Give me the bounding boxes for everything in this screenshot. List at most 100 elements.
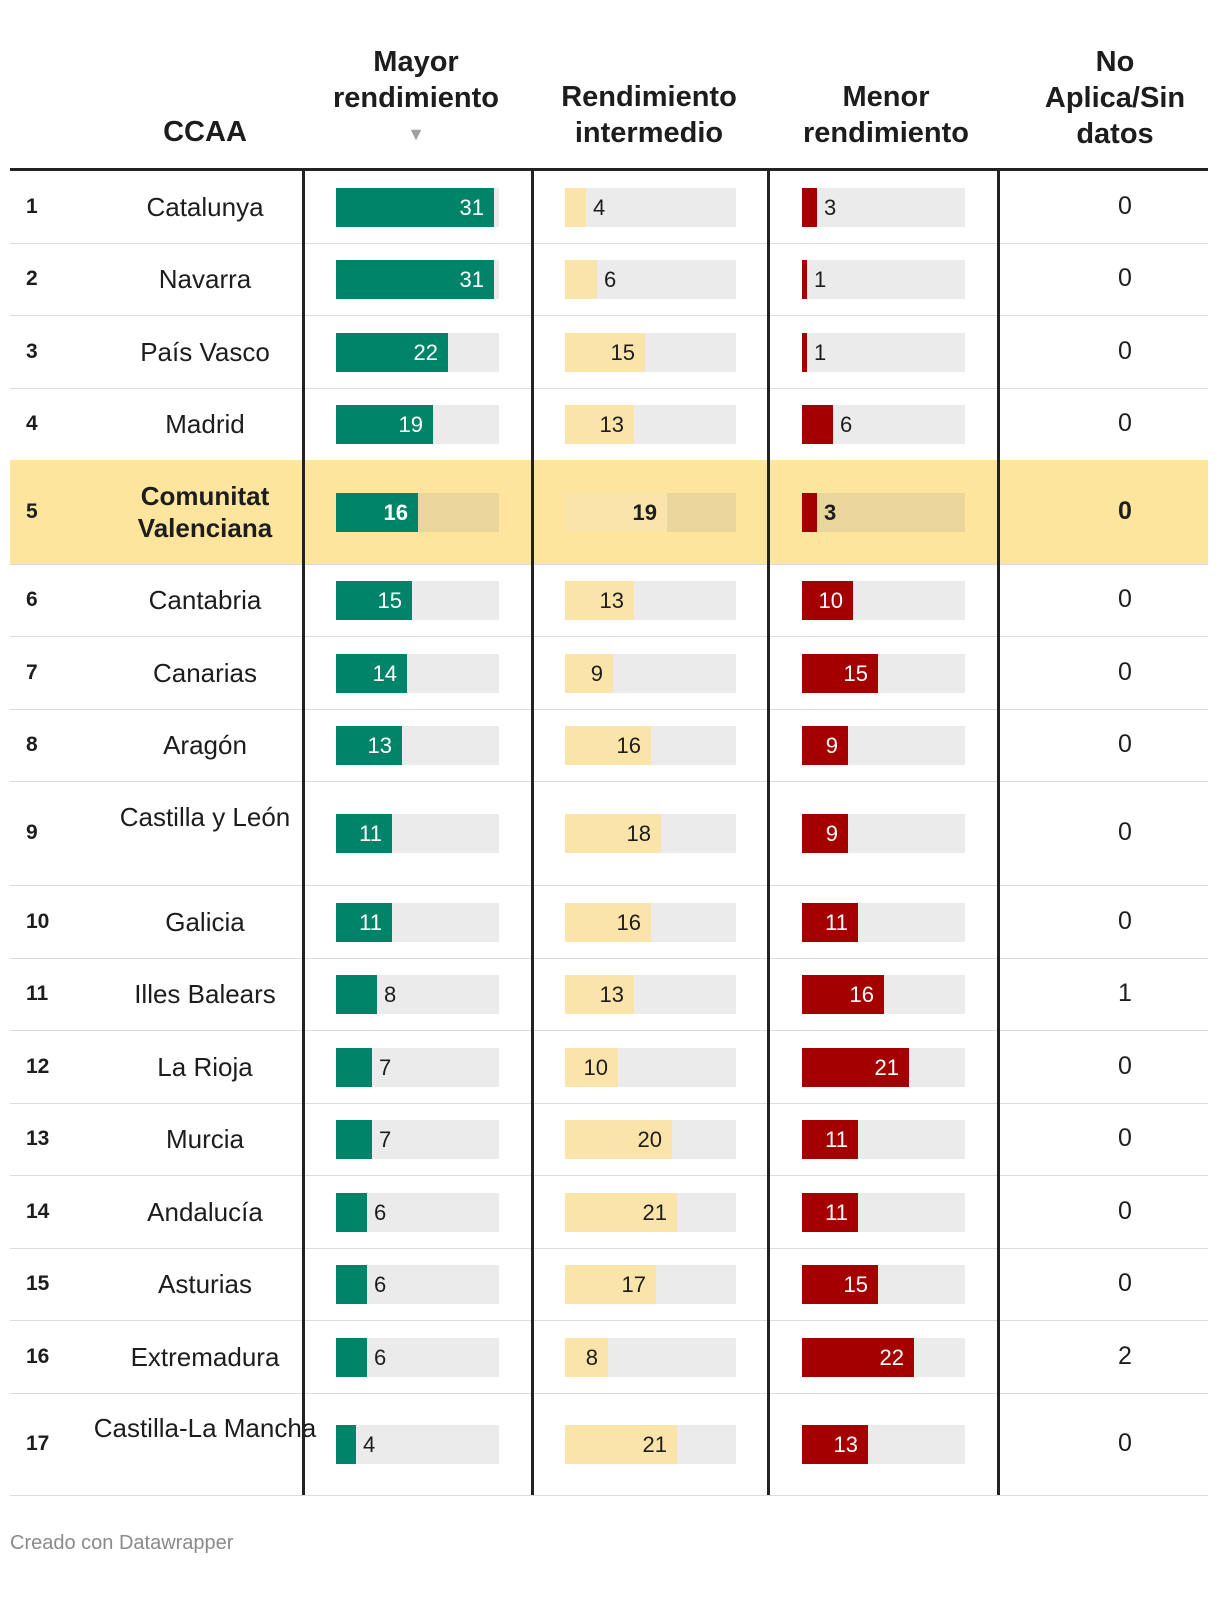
row-rank: 17	[26, 1432, 50, 1455]
mayor-value-label: 31	[459, 267, 484, 292]
row-ccaa-name: Aragón	[163, 730, 247, 760]
mayor-bar	[336, 1265, 367, 1304]
intermedio-bar-track: 13	[565, 581, 736, 620]
intermedio-bar	[565, 814, 661, 853]
menor-bar-track: 15	[802, 653, 965, 693]
header-nodata[interactable]: No Aplica/Sin datos	[1015, 44, 1215, 152]
mayor-bar-track: 11	[336, 902, 499, 942]
table-row[interactable]: 7 Canarias 14 9 15 0	[10, 636, 1208, 710]
table-row[interactable]: 8 Aragón 13 16 9 0	[10, 709, 1208, 782]
column-divider-1	[302, 168, 305, 1495]
row-rank: 2	[26, 267, 38, 290]
menor-bar-track: 6	[802, 405, 965, 444]
intermedio-bar	[565, 581, 634, 620]
table-row[interactable]: 16 Extremadura 6 8 22 2	[10, 1320, 1208, 1394]
menor-bar	[802, 1192, 858, 1232]
header-nodata-line1: No	[1095, 46, 1135, 78]
mayor-bar	[336, 1047, 372, 1087]
table-row[interactable]: 15 Asturias 6 17 15 0	[10, 1248, 1208, 1321]
menor-bar-track: 9	[802, 726, 965, 765]
menor-bar	[802, 975, 884, 1014]
menor-bar	[802, 726, 848, 765]
row-rank: 16	[26, 1344, 50, 1368]
menor-value-label: 10	[818, 588, 843, 613]
table-row[interactable]: 4 Madrid 19 13 6 0	[10, 388, 1208, 461]
mayor-bar	[336, 726, 402, 765]
header-mayor[interactable]: Mayor rendimiento ▼	[310, 44, 522, 152]
row-rank: 4	[26, 412, 38, 435]
intermedio-value-label: 21	[642, 1432, 667, 1457]
header-intermedio[interactable]: Rendimiento intermedio	[535, 79, 763, 151]
row-nodata-value: 0	[1118, 1196, 1132, 1225]
intermedio-bar-track: 16	[565, 902, 736, 942]
intermedio-value-label: 15	[610, 339, 635, 365]
table-row[interactable]: 13 Murcia 7 20 11 0	[10, 1103, 1208, 1176]
table-row[interactable]: 3 País Vasco 22 15 1 0	[10, 315, 1208, 389]
row-nodata-value: 0	[1118, 336, 1132, 365]
mayor-bar-track: 16	[336, 493, 499, 532]
table-row[interactable]: 17 Castilla-La Mancha 4 21 13 0	[10, 1393, 1208, 1496]
row-nodata-value: 0	[1118, 497, 1132, 525]
mayor-bar-track: 31	[336, 260, 499, 299]
menor-bar-track: 11	[802, 1120, 965, 1159]
intermedio-bar	[565, 902, 651, 942]
table-row[interactable]: 6 Cantabria 15 13 10 0	[10, 564, 1208, 637]
mayor-bar-track: 6	[336, 1265, 499, 1304]
header-menor[interactable]: Menor rendimiento	[775, 79, 997, 151]
row-rank: 14	[26, 1199, 50, 1223]
row-ccaa-name: Illes Balears	[134, 979, 276, 1009]
row-nodata-value: 0	[1118, 264, 1132, 292]
intermedio-value-label: 4	[593, 195, 606, 220]
mayor-value-label: 8	[384, 982, 397, 1007]
mayor-value-label: 16	[383, 500, 408, 525]
menor-bar	[802, 1337, 914, 1377]
sort-arrow-icon[interactable]: ▼	[407, 124, 425, 144]
mayor-bar	[336, 1425, 356, 1464]
table-row[interactable]: 11 Illes Balears 8 13 16 1	[10, 958, 1208, 1031]
mayor-bar	[336, 814, 392, 853]
menor-bar	[802, 1120, 858, 1159]
header-intermedio-line1: Rendimiento	[561, 81, 737, 113]
menor-value-label: 21	[874, 1054, 899, 1080]
mayor-bar-track: 7	[336, 1047, 499, 1087]
row-ccaa-name: Navarra	[158, 264, 252, 294]
table-row[interactable]: 2 Navarra 31 6 1 0	[10, 243, 1208, 316]
row-rank: 15	[26, 1272, 50, 1295]
mayor-value-label: 15	[377, 588, 402, 613]
row-nodata-value: 0	[1118, 730, 1132, 758]
mayor-value-label: 14	[372, 660, 397, 686]
intermedio-bar	[565, 188, 586, 227]
mayor-bar-track: 6	[336, 1192, 499, 1232]
menor-value-label: 16	[849, 982, 874, 1007]
table-row[interactable]: 5 Comunitat Valenciana 16 19 3 0	[10, 460, 1208, 565]
row-rank: 11	[26, 982, 49, 1005]
intermedio-bar	[565, 1192, 677, 1232]
intermedio-value-label: 16	[616, 909, 641, 935]
table-row[interactable]: 12 La Rioja 7 10 21 0	[10, 1030, 1208, 1104]
menor-bar-track: 10	[802, 581, 965, 620]
mayor-bar-track: 11	[336, 814, 499, 853]
intermedio-bar-track: 21	[565, 1192, 736, 1232]
intermedio-value-label: 13	[599, 982, 624, 1007]
row-nodata-value: 0	[1118, 409, 1132, 437]
menor-bar	[802, 493, 817, 532]
header-ccaa[interactable]: CCAA	[80, 114, 330, 150]
menor-bar-track: 1	[802, 332, 965, 372]
table-row[interactable]: 14 Andalucía 6 21 11 0	[10, 1175, 1208, 1249]
table-row[interactable]: 1 Catalunya 31 4 3 0	[10, 171, 1208, 244]
menor-bar	[802, 581, 853, 620]
mayor-bar-track: 19	[336, 405, 499, 444]
mayor-bar	[336, 653, 407, 693]
row-rank: 13	[26, 1127, 50, 1150]
mayor-bar	[336, 405, 433, 444]
menor-value-label: 13	[833, 1432, 858, 1457]
row-ccaa-name: Extremadura	[130, 1341, 280, 1372]
table-row[interactable]: 9 Castilla y León 11 18 9 0	[10, 781, 1208, 886]
mayor-bar-track: 6	[336, 1337, 499, 1377]
table-row[interactable]: 10 Galicia 11 16 11 0	[10, 885, 1208, 959]
intermedio-bar-track: 17	[565, 1265, 736, 1304]
mayor-value-label: 6	[374, 1199, 387, 1225]
menor-bar	[802, 1425, 868, 1464]
row-rank: 9	[26, 821, 38, 844]
intermedio-value-label: 13	[599, 412, 624, 437]
